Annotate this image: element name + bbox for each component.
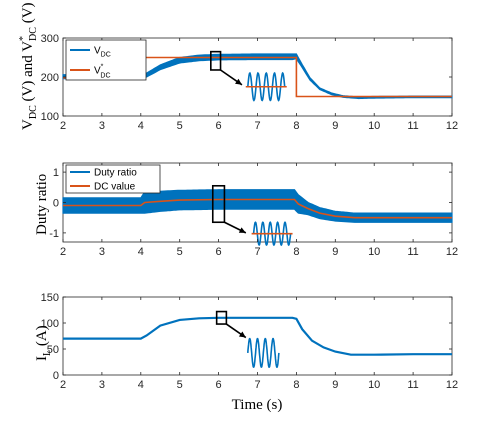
x-tick-label: 5 [177,379,183,391]
series-band-1-0 [62,189,453,223]
zoom-box-0 [210,50,222,71]
zoom-arrowhead-1 [238,227,246,233]
zoom-box-2 [215,310,228,325]
legend-box [65,164,161,194]
y-tick-label: 0 [53,370,59,382]
y-tick-label: 150 [41,292,59,304]
x-tick-label: 4 [138,246,144,258]
x-tick-label: 5 [177,246,183,258]
current-plot-area [62,296,453,376]
y-tick-label: 50 [47,344,59,356]
duty-series-group [62,189,453,223]
x-tick-label: 12 [446,120,458,132]
x-tick-label: 6 [216,379,222,391]
x-tick-label: 5 [177,120,183,132]
x-tick-label: 11 [407,246,418,258]
current-y-axis-title: IL (A) [34,325,53,361]
duty-zoom-group [211,184,293,247]
x-tick-label: 6 [216,246,222,258]
legend-label: Duty ratio [94,168,137,179]
x-tick-label: 2 [60,120,66,132]
legend-label: VDC [94,46,111,59]
x-tick-label: 10 [368,246,380,258]
y-tick-label: 100 [41,318,59,330]
current-zoom-group [215,310,280,368]
x-tick-label: 12 [446,379,458,391]
x-tick-label: 4 [138,379,144,391]
duty-ticks-group: 2 3 4 5 6 7 8 9 10 11 12 -1 0 1 [49,163,458,258]
x-tick-label: 3 [99,379,105,391]
x-tick-label: 8 [293,120,299,132]
x-tick-label: 9 [332,379,338,391]
x-tick-label: 6 [216,120,222,132]
voltage-zoom-group [210,50,287,102]
current-series-group [63,316,452,356]
duty-y-axis-title: Duty ratio [34,174,50,235]
voltage-y-axis-title: VDC (V) and V*DC (V) [18,2,39,130]
x-tick-label: 7 [254,246,260,258]
zoom-inset-wave-2 [247,337,280,368]
x-tick-label: 2 [60,379,66,391]
y-tick-label: 1 [53,167,59,179]
current-chart: 2 3 4 5 6 7 8 9 10 11 12 0 50 100 150 IL (A) [34,292,458,391]
x-tick-label: 3 [99,246,105,258]
duty-ratio-chart: 2 3 4 5 6 7 8 9 10 11 12 -1 0 1 Duty ratio DC value Du… [34,162,458,258]
x-tick-label: 10 [368,120,380,132]
y-tick-label: 100 [41,111,59,123]
y-tick-label: 200 [41,72,59,84]
legend-label: V* DC [94,64,111,80]
series-line-1-1 [63,198,452,219]
x-tick-label: 9 [332,246,338,258]
duty-legend: Duty ratio DC value [65,164,161,194]
x-tick-label: 11 [407,120,418,132]
y-tick-label: 0 [53,198,59,210]
x-tick-label: 12 [446,246,458,258]
x-tick-label: 7 [254,379,260,391]
x-tick-label: 8 [293,246,299,258]
zoom-inset-wave-0 [247,71,286,102]
x-tick-label: 4 [138,120,144,132]
voltage-ticks-group: 2 3 4 5 6 7 8 9 10 11 12 100 200 300 [41,33,458,132]
x-tick-label: 7 [254,120,260,132]
current-ticks-group: 2 3 4 5 6 7 8 9 10 11 12 0 50 100 150 [41,292,458,391]
voltage-legend: VDC V* DC [65,39,147,81]
y-tick-label: -1 [49,228,59,240]
series-band-0-0 [62,53,453,100]
zoom-arrowhead-2 [238,331,246,338]
x-tick-label: 3 [99,120,105,132]
x-tick-label: 11 [407,379,418,391]
x-tick-label: 10 [368,379,380,391]
series-line-2-0 [63,316,452,356]
legend-box [65,39,147,81]
zoom-arrowhead-0 [235,78,242,85]
x-tick-label: 8 [293,379,299,391]
x-axis-title: Time (s) [232,397,283,413]
voltage-chart: 2 3 4 5 6 7 8 9 10 11 12 100 200 300 VDC V* DC VDC (V) … [18,2,458,132]
legend-label: DC value [94,182,136,193]
x-tick-label: 9 [332,120,338,132]
zoom-box-1 [211,184,226,224]
x-tick-label: 2 [60,246,66,258]
y-tick-label: 300 [41,33,59,45]
